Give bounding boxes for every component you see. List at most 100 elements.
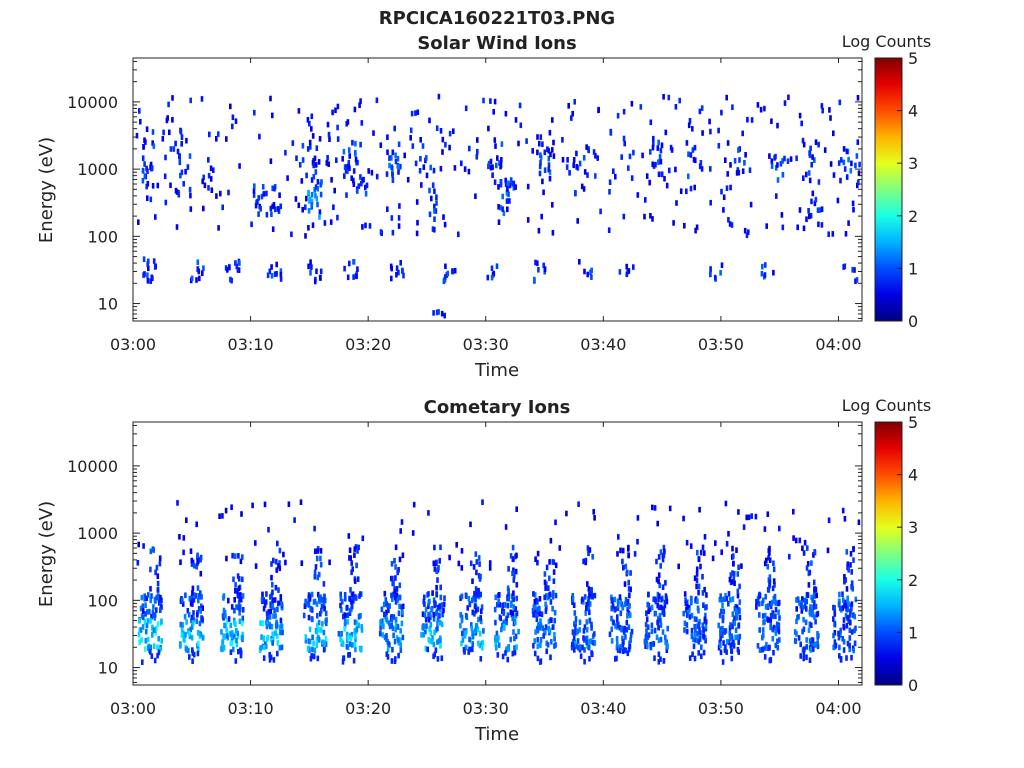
spectrogram-cell: [279, 271, 283, 278]
spectrogram-cell: [225, 618, 229, 624]
spectrogram-cell: [768, 579, 772, 586]
spectrogram-cell: [380, 606, 384, 613]
spectrogram-cell: [359, 174, 362, 180]
spectrogram-cell: [409, 127, 413, 134]
spectrogram-cell: [188, 153, 192, 159]
spectrogram-cell: [185, 619, 188, 625]
spectrogram-cell: [735, 634, 739, 641]
spectrogram-cell: [763, 105, 766, 112]
spectrogram-cell: [385, 609, 388, 616]
spectrogram-cell: [643, 638, 647, 645]
spectrogram-cell: [272, 557, 275, 564]
spectrogram-cell: [182, 630, 185, 637]
spectrogram-cell: [695, 583, 698, 590]
spectrogram-cell: [191, 658, 194, 664]
spectrogram-cell: [298, 162, 302, 168]
spectrogram-cell: [316, 201, 319, 208]
spectrogram-cell: [439, 128, 443, 134]
spectrogram-cell: [199, 570, 203, 577]
spectrogram-cell: [235, 604, 238, 610]
spectrogram-cell: [662, 552, 666, 559]
spectrogram-cell: [390, 561, 394, 567]
spectrogram-cell: [811, 597, 814, 603]
spectrogram-cell: [225, 555, 228, 562]
spectrogram-cell: [629, 632, 633, 638]
spectrogram-cell: [457, 231, 460, 238]
spectrogram-cell: [464, 105, 468, 112]
spectrogram-cell: [849, 167, 853, 174]
spectrogram-cell: [181, 597, 184, 604]
spectrogram-cell: [685, 539, 689, 546]
spectrogram-cell: [581, 596, 584, 603]
spectrogram-cell: [807, 627, 811, 633]
spectrogram-cell: [654, 161, 657, 168]
spectrogram-cell: [512, 567, 515, 574]
spectrogram-cell: [658, 612, 662, 619]
spectrogram-cell: [837, 601, 841, 608]
spectrogram-cell: [345, 643, 349, 650]
spectrogram-cell: [685, 628, 689, 635]
spectrogram-cell: [340, 607, 343, 613]
spectrogram-cell: [238, 606, 242, 612]
spectrogram-cell: [462, 628, 466, 634]
spectrogram-cell: [314, 162, 318, 168]
spectrogram-cell: [639, 104, 643, 110]
spectrogram-cell: [769, 617, 773, 623]
spectrogram-cell: [814, 196, 818, 203]
spectrogram-cell: [346, 612, 350, 618]
spectrogram-cell: [346, 119, 350, 125]
spectrogram-cell: [293, 517, 296, 523]
spectrogram-cell: [711, 555, 715, 562]
spectrogram-cell: [254, 563, 258, 569]
spectrogram-cell: [627, 544, 630, 551]
spectrogram-cell: [307, 225, 310, 231]
spectrogram-cell: [468, 636, 471, 643]
spectrogram-cell: [460, 640, 463, 647]
spectrogram-cell: [162, 129, 165, 136]
spectrogram-cell: [156, 644, 159, 650]
spectrogram-cell: [453, 165, 457, 171]
spectrogram-cell: [736, 571, 740, 577]
spectrogram-cell: [180, 141, 183, 147]
spectrogram-cell: [797, 614, 800, 620]
spectrogram-cell: [397, 637, 400, 643]
spectrogram-cell: [627, 646, 631, 653]
spectrogram-cell: [489, 98, 492, 104]
spectrogram-cell: [645, 616, 649, 622]
spectrogram-cell: [498, 601, 501, 608]
spectrogram-cell: [770, 158, 774, 164]
spectrogram-cell: [433, 544, 436, 551]
spectrogram-cell: [620, 626, 623, 633]
spectrogram-cell: [734, 607, 738, 614]
spectrogram-cell: [717, 127, 720, 134]
spectrogram-cell: [764, 604, 768, 610]
spectrogram-cell: [687, 151, 690, 157]
spectrogram-cell: [265, 636, 269, 643]
spectrogram-cell: [551, 202, 554, 208]
spectrogram-cell: [217, 225, 220, 231]
spectrogram-cell: [381, 632, 385, 638]
spectrogram-cell: [709, 128, 712, 135]
spectrogram-cell: [482, 97, 485, 104]
spectrogram-cell: [547, 147, 550, 154]
y-axis-label: Energy (eV): [36, 501, 57, 607]
spectrogram-cell: [846, 561, 850, 567]
spectrogram-cell: [186, 608, 190, 614]
spectrogram-cell: [545, 640, 548, 647]
spectrogram-cell: [840, 157, 843, 163]
spectrogram-cell: [539, 642, 542, 648]
spectrogram-cell: [151, 129, 155, 135]
spectrogram-cell: [336, 103, 340, 110]
spectrogram-cell: [717, 143, 721, 149]
spectrogram-cell: [662, 94, 665, 100]
spectrogram-cell: [702, 634, 706, 640]
spectrogram-cell: [347, 533, 351, 539]
spectrogram-cell: [476, 626, 480, 633]
spectrogram-cell: [423, 594, 426, 601]
spectrogram-cell: [152, 604, 155, 610]
spectrogram-cell: [693, 184, 696, 191]
spectrogram-cell: [657, 659, 661, 665]
spectrogram-cell: [574, 620, 577, 627]
spectrogram-cell: [421, 611, 425, 617]
spectrogram-cell: [798, 207, 802, 213]
